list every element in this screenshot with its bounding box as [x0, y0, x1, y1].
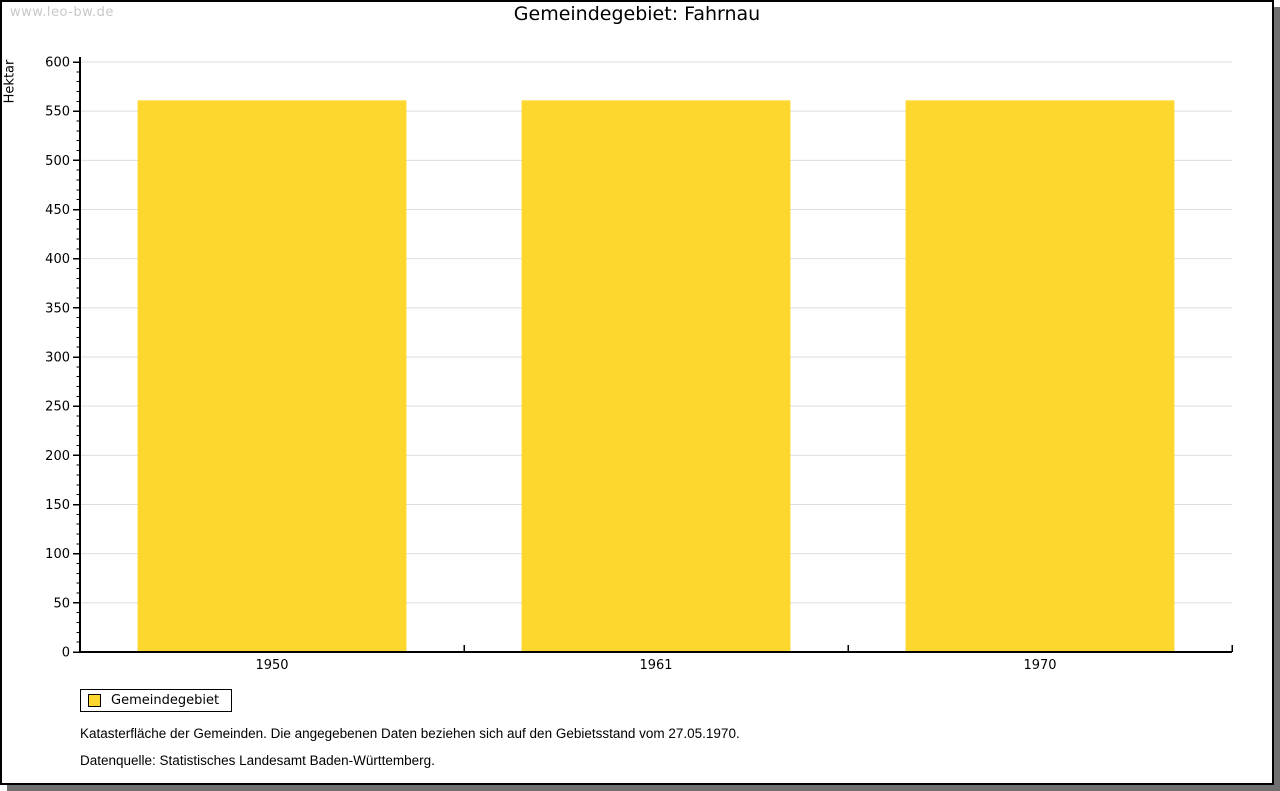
- x-category-label-1961: 1961: [639, 658, 672, 673]
- bar-chart: 0 50 100 150 200 250 300 350 400 450 500 550 600 1950…: [45, 56, 1233, 673]
- y-tick-label-550: 550: [45, 105, 70, 120]
- y-tick-label-0: 0: [62, 646, 70, 661]
- x-category-label-1950: 1950: [255, 658, 288, 673]
- footnote-data-source: Datenquelle: Statistisches Landesamt Bad…: [80, 753, 435, 768]
- watermark-text: www.leo-bw.de: [10, 5, 114, 20]
- legend-swatch: [88, 694, 101, 707]
- y-tick-label-500: 500: [45, 154, 70, 169]
- bar-1961: [521, 100, 791, 653]
- chart-title: Gemeindegebiet: Fahrnau: [513, 3, 761, 25]
- bar-1950: [137, 100, 407, 653]
- y-tick-label-450: 450: [45, 203, 70, 218]
- y-tick-label-250: 250: [45, 400, 70, 415]
- y-tick-label-600: 600: [45, 56, 70, 71]
- y-tick-label-100: 100: [45, 547, 70, 562]
- footnote-source-note: Katasterfläche der Gemeinden. Die angege…: [80, 726, 740, 741]
- y-tick-label-150: 150: [45, 498, 70, 513]
- y-tick-label-300: 300: [45, 351, 70, 366]
- y-tick-label-350: 350: [45, 301, 70, 316]
- legend: Gemeindegebiet: [80, 689, 232, 712]
- legend-label: Gemeindegebiet: [111, 693, 220, 708]
- y-tick-label-200: 200: [45, 449, 70, 464]
- y-tick-label-400: 400: [45, 252, 70, 267]
- x-category-label-1970: 1970: [1023, 658, 1056, 673]
- bar-1970: [905, 100, 1175, 653]
- y-tick-label-50: 50: [53, 596, 70, 611]
